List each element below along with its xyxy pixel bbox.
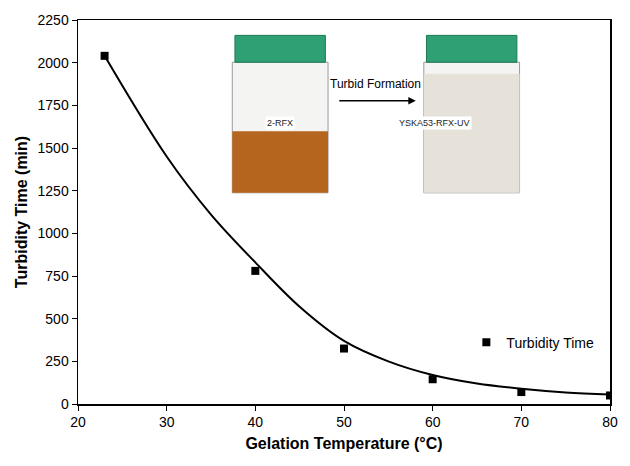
svg-text:2000: 2000 <box>38 55 69 71</box>
svg-text:2-RFX: 2-RFX <box>267 118 293 128</box>
svg-text:500: 500 <box>45 311 69 327</box>
svg-text:Turbid Formation: Turbid Formation <box>330 77 421 91</box>
svg-text:Gelation Temperature (°C): Gelation Temperature (°C) <box>245 435 442 452</box>
svg-text:30: 30 <box>159 414 175 430</box>
svg-text:1250: 1250 <box>38 183 69 199</box>
svg-text:Turbidity Time: Turbidity Time <box>506 335 594 351</box>
svg-text:80: 80 <box>602 414 618 430</box>
svg-text:70: 70 <box>514 414 530 430</box>
svg-text:40: 40 <box>248 414 264 430</box>
svg-text:250: 250 <box>45 353 69 369</box>
svg-text:20: 20 <box>70 414 86 430</box>
svg-text:60: 60 <box>425 414 441 430</box>
svg-text:1000: 1000 <box>38 225 69 241</box>
svg-text:Turbidity Time (min): Turbidity Time (min) <box>13 136 30 288</box>
svg-text:1750: 1750 <box>38 97 69 113</box>
svg-text:1500: 1500 <box>38 140 69 156</box>
svg-text:2250: 2250 <box>38 12 69 28</box>
svg-text:750: 750 <box>45 268 69 284</box>
svg-text:50: 50 <box>336 414 352 430</box>
svg-text:YSKA53-RFX-UV: YSKA53-RFX-UV <box>399 118 470 128</box>
svg-text:0: 0 <box>61 396 69 412</box>
